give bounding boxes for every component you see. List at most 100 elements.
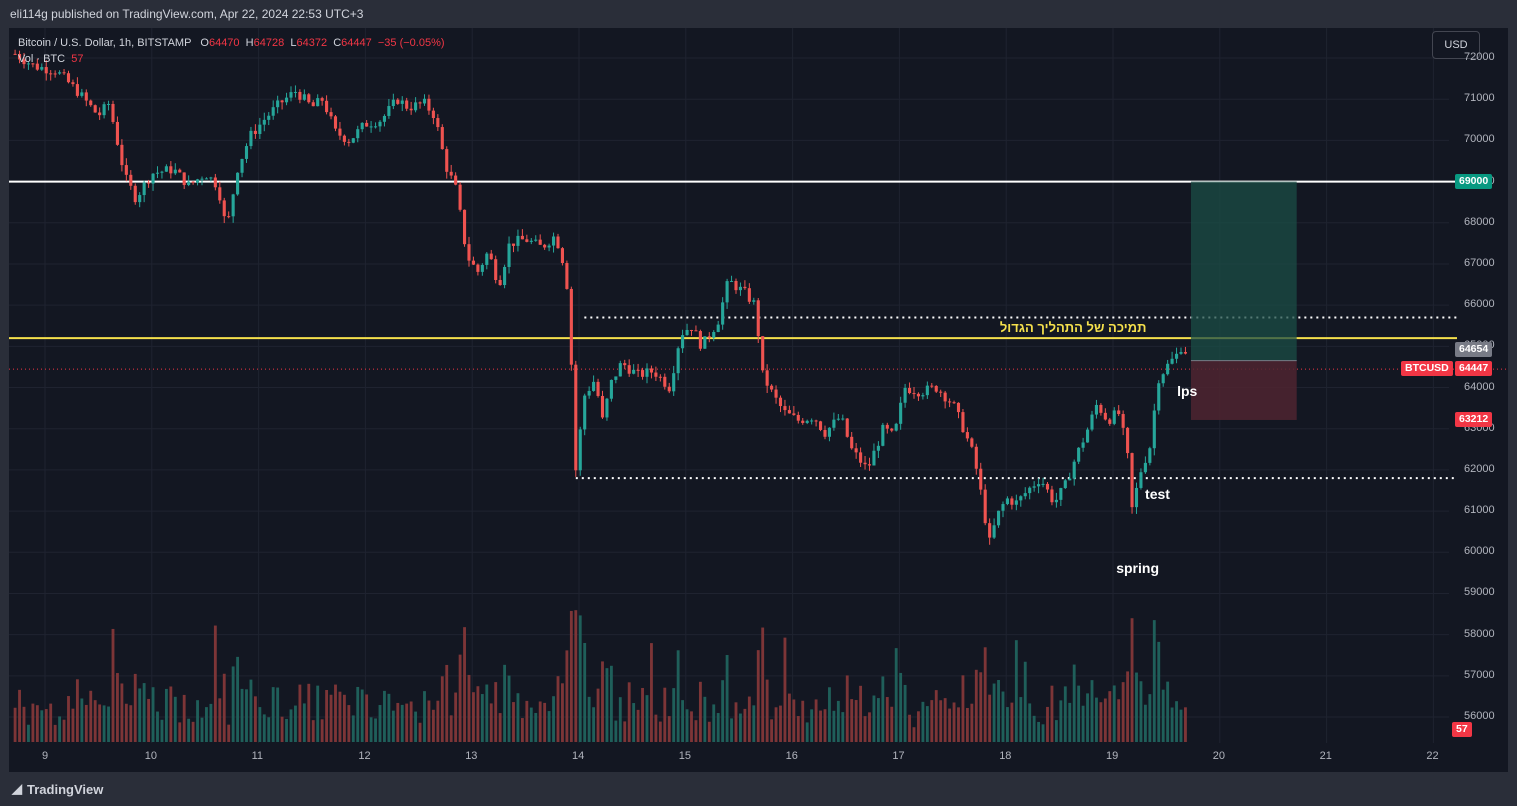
volume-bar [685,709,689,742]
volume-bar [205,707,208,742]
candle-body [1072,461,1076,479]
volume-bar [27,724,30,742]
candle-body [1157,383,1161,411]
candle-body [489,253,493,260]
candle-body [836,418,840,420]
candle-body [98,112,102,116]
volume-bar [213,625,217,742]
candle-body [600,395,605,418]
candle-body [636,369,640,371]
tradingview-logo[interactable]: ◢ TradingView [12,781,103,797]
volume-bar [111,628,115,742]
volume-bar [236,656,240,742]
volume-bar [890,706,894,742]
publish-text: eli114g published on TradingView.com, Ap… [10,7,364,21]
candle-body [124,165,128,175]
support-annotation: תמיכה של התהליך הגדול [999,320,1147,336]
candle-body [663,376,667,387]
volume-bar [1072,664,1076,742]
volume-bar [899,672,903,742]
candle-body [120,144,124,166]
candle-body [872,450,876,466]
volume-bar [311,720,315,742]
candle-body [801,420,805,423]
volume-bar [868,712,871,742]
volume-bar [605,668,609,742]
volume-bar [1103,698,1107,742]
candle-body [796,414,800,421]
candle-body [1179,352,1183,354]
volume-bar [1135,672,1138,742]
volume-bar [658,721,662,742]
candle-body [921,395,925,397]
legend-vol: 57 [71,53,84,65]
volume-bar [667,716,671,742]
volume-bar [796,716,800,742]
volume-bar [787,693,791,742]
candle-body [293,91,298,93]
stop-zone [1190,360,1297,420]
candle-body [725,281,729,303]
chart-area[interactable]: Bitcoin / U.S. Dollar, 1h, BITSTAMP O644… [9,28,1508,772]
time-tick: 14 [572,750,585,762]
volume-bar [783,637,787,742]
candle-body [347,141,351,143]
volume-bar [1179,709,1183,742]
volume-bar [409,701,413,742]
volume-bar [316,685,320,742]
candle-body [436,118,440,128]
volume-bar [543,702,547,742]
candle-body [810,420,814,422]
candle-body [445,149,449,172]
volume-bar [841,712,845,742]
candle-body [106,103,111,105]
candle-body [640,370,645,377]
candle-body [142,182,146,196]
candle-body [102,104,106,116]
candle-body [747,288,751,302]
volume-bar [1090,680,1094,742]
time-tick: 19 [1106,750,1119,762]
candle-body [934,385,938,392]
volume-bar [601,661,604,742]
candle-body [734,280,738,291]
legend-low: 64372 [296,37,328,49]
volume-bar [979,672,983,742]
volume-bar [374,718,377,742]
volume-bar [472,692,475,742]
candle-body [356,129,360,139]
resistance-price-label: 69000 [1455,173,1493,189]
volume-bar [156,711,159,742]
volume-bar [881,676,885,742]
candle-body [13,53,17,55]
volume-bar [1121,682,1125,742]
currency-button[interactable]: USD [1432,31,1480,59]
volume-bar [520,718,524,742]
legend-open-label: O [200,37,209,49]
volume-bar [1130,618,1134,742]
price-tick: 59000 [1464,586,1495,599]
volume-bar [58,716,62,742]
volume-bar [387,693,391,742]
price-tick: 64000 [1464,380,1495,393]
volume-bar [209,703,213,742]
candle-body [859,452,863,463]
volume-bar [957,707,960,742]
candle-body [405,100,409,109]
volume-bar [894,648,898,742]
candle-body [551,236,556,246]
candle-body [236,172,240,195]
volume-bar [436,700,440,742]
volume-bar [547,711,551,742]
candle-body [765,370,769,386]
volume-bar [756,650,760,742]
candle-body [1050,489,1054,503]
chart-svg[interactable] [9,28,1508,772]
candle-body [689,329,694,331]
volume-bar [182,694,186,742]
candle-body [1166,363,1170,375]
volume-bar [414,711,418,742]
volume-bar [725,655,729,742]
volume-bar [552,696,555,742]
candle-body [129,174,133,186]
